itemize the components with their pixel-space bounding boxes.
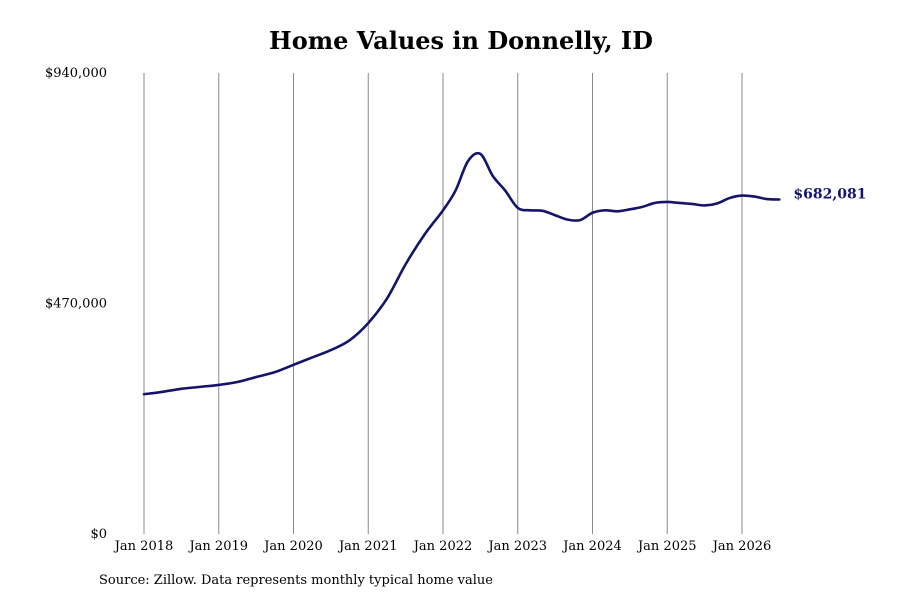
gridlines	[143, 73, 743, 534]
x-tick-label-7: Jan 2025	[636, 539, 697, 554]
end-value-label: $682,081	[793, 186, 866, 202]
series-line-0	[142, 151, 781, 396]
x-tick-label-8: Jan 2026	[711, 539, 772, 554]
axis-ticks: Jan 2018 Jan 2019 Jan 2020 Jan 2021 Jan 2022…	[45, 66, 771, 554]
x-tick-label-2: Jan 2020	[262, 539, 323, 554]
series-layer: $682,081	[142, 151, 866, 396]
source-note: Source: Zillow. Data represents monthly …	[99, 573, 493, 588]
x-tick-label-0: Jan 2018	[113, 539, 174, 554]
x-tick-label-6: Jan 2024	[561, 539, 622, 554]
x-tick-label-3: Jan 2021	[337, 539, 398, 554]
y-tick-label-1: $470,000	[45, 297, 107, 312]
y-tick-label-2: $940,000	[45, 66, 107, 81]
chart-title: Home Values in Donnelly, ID	[269, 26, 653, 55]
y-tick-label-0: $0	[90, 527, 107, 542]
x-tick-label-5: Jan 2023	[486, 539, 547, 554]
x-tick-label-4: Jan 2022	[412, 539, 473, 554]
x-tick-label-1: Jan 2019	[187, 539, 248, 554]
